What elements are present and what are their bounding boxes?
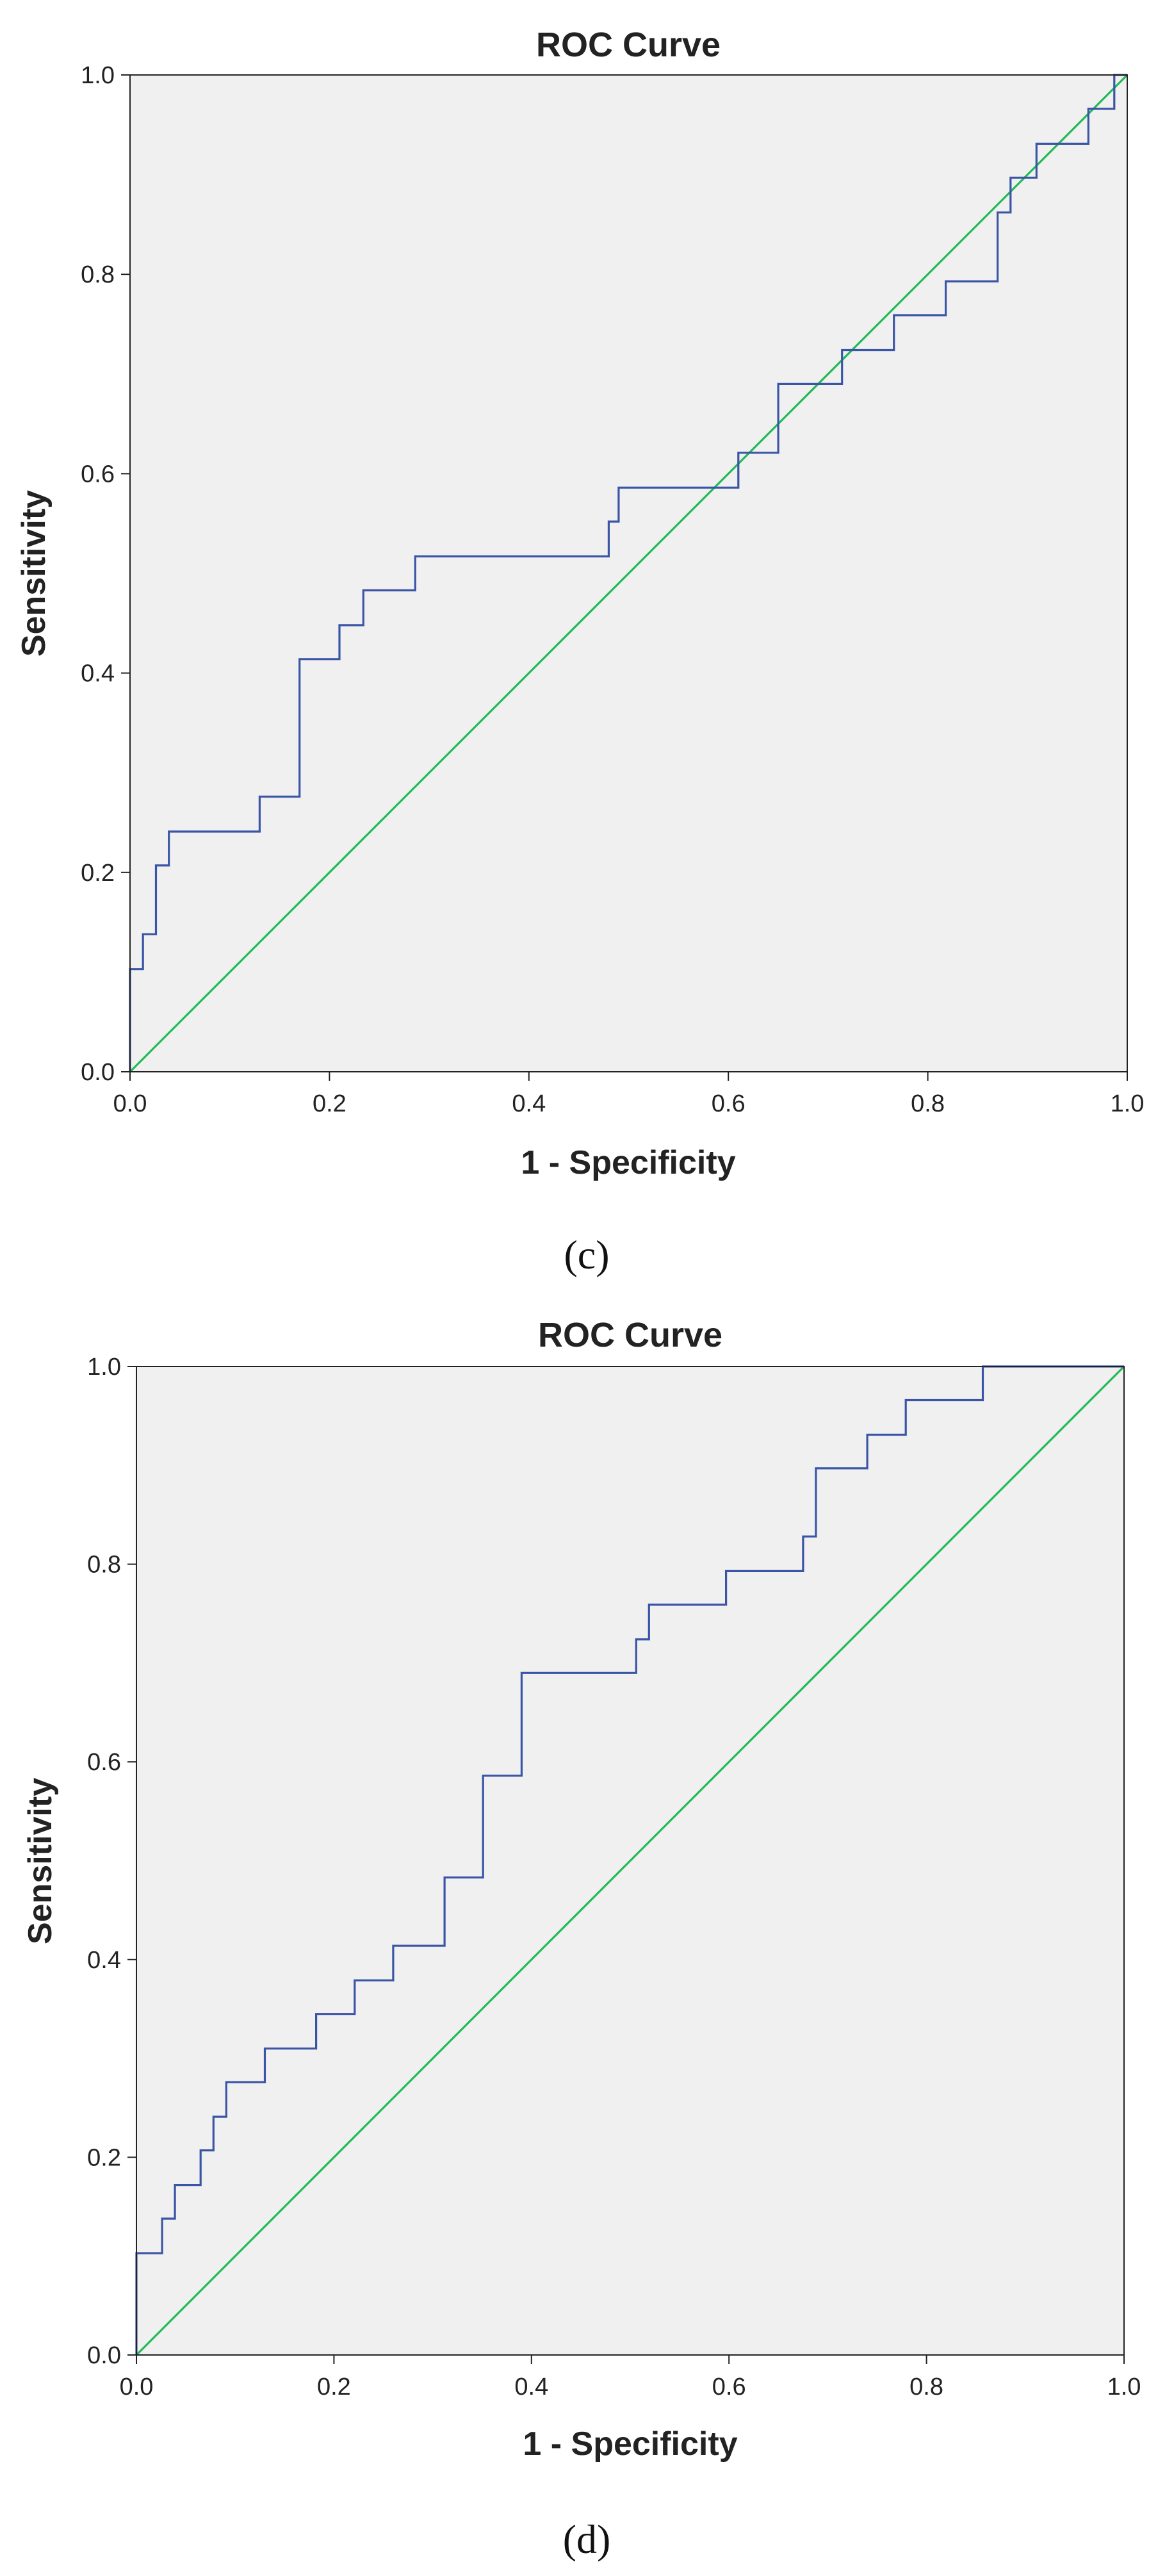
- y-tick-label: 0.2: [81, 860, 115, 887]
- x-tick-label: 0.8: [911, 1090, 945, 1117]
- chart-title: ROC Curve: [536, 26, 721, 64]
- x-tick-label: 0.2: [317, 2374, 351, 2400]
- y-axis-label: Sensitivity: [15, 490, 53, 657]
- chart-title: ROC Curve: [538, 1316, 722, 1354]
- y-tick-label: 0.4: [81, 660, 115, 687]
- x-axis-label: 1 - Specificity: [523, 2425, 737, 2463]
- y-tick-label: 0.0: [81, 1059, 115, 1086]
- reference-line: [129, 74, 1129, 1073]
- x-tick-label: 0.8: [909, 2374, 943, 2400]
- x-tick-label: 1.0: [1107, 2374, 1141, 2400]
- roc-curve-line: [135, 1365, 1124, 2355]
- y-tick-label: 1.0: [81, 62, 115, 89]
- roc-panel-c: 0.0 0.2 0.4 0.6 0.8 1.0 0.0 0.2 0.4 0.6 0.8 1.0 ROC…: [15, 26, 1144, 1277]
- x-tick-label: 0.6: [712, 2374, 746, 2400]
- y-tick-label: 0.4: [87, 1947, 121, 1974]
- y-tick-label: 0.6: [81, 461, 115, 488]
- roc-curve-line: [129, 74, 1127, 1072]
- x-tick-label: 1.0: [1111, 1090, 1145, 1117]
- y-tick-label: 0.8: [87, 1552, 121, 1579]
- y-tick-label: 0.2: [87, 2144, 121, 2171]
- plot-frame: [129, 74, 1128, 1072]
- x-tick-label: 0.2: [313, 1090, 346, 1117]
- y-tick-label: 0.6: [87, 1749, 121, 1776]
- x-tick-label: 0.0: [113, 1090, 147, 1117]
- panel-label: (c): [564, 1232, 609, 1277]
- panel-label: (d): [563, 2516, 611, 2562]
- y-tick-label: 0.8: [81, 261, 115, 288]
- reference-line: [135, 1365, 1125, 2356]
- y-axis-label: Sensitivity: [22, 1778, 59, 1944]
- y-tick-label: 0.0: [87, 2342, 121, 2369]
- x-tick-label: 0.6: [712, 1090, 746, 1117]
- x-tick-label: 0.0: [120, 2374, 154, 2400]
- roc-panel-d: 0.0 0.2 0.4 0.6 0.8 1.0 0.0 0.2 0.4 0.6 0.8 1.0 ROC…: [22, 1316, 1141, 2562]
- x-tick-label: 0.4: [512, 1090, 546, 1117]
- y-tick-label: 1.0: [87, 1354, 121, 1381]
- x-tick-label: 0.4: [514, 2374, 548, 2400]
- x-axis-label: 1 - Specificity: [521, 1144, 735, 1181]
- plot-frame: [136, 1366, 1125, 2356]
